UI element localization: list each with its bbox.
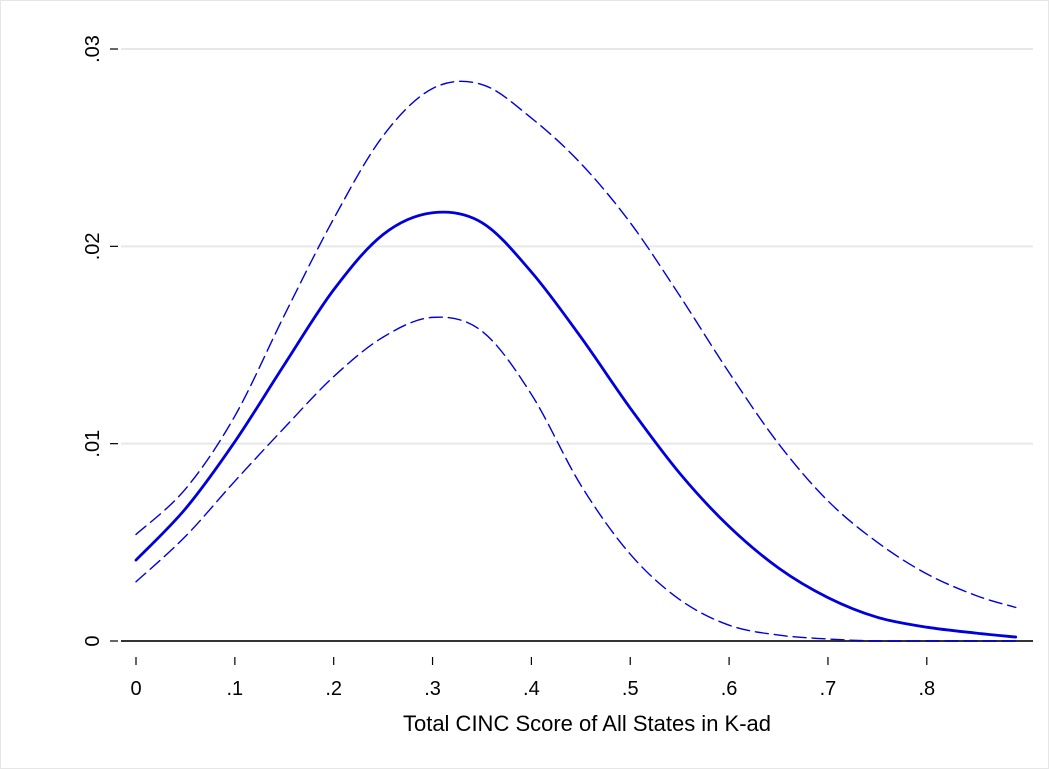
y-tick-label: .02 xyxy=(82,232,104,260)
x-tick-label: 0 xyxy=(130,678,141,700)
y-tick-label: 0 xyxy=(82,635,104,646)
grid-layer xyxy=(121,48,1033,445)
x-tick-label: .2 xyxy=(325,678,342,700)
y-tick-label: .01 xyxy=(82,430,104,458)
axis-layer: 0 .01 .02 .03 0 .1 .2 .3 .4 .5 .6 .7 .8 xyxy=(82,35,1033,700)
x-tick-label: .3 xyxy=(424,678,441,700)
x-tick-label: .1 xyxy=(227,678,244,700)
x-axis-title: Total CINC Score of All States in K-ad xyxy=(403,711,771,736)
x-tick-label: .7 xyxy=(820,678,837,700)
x-tick-label: .5 xyxy=(622,678,639,700)
upper-ci-line xyxy=(135,80,1017,609)
y-tick-label: .03 xyxy=(82,35,104,63)
x-tick-label: .8 xyxy=(918,678,935,700)
x-tick-label: .6 xyxy=(721,678,738,700)
estimate-line xyxy=(134,210,1018,639)
x-tick-label: .4 xyxy=(523,678,540,700)
lower-ci-line xyxy=(135,316,1017,642)
series-layer xyxy=(134,80,1018,642)
